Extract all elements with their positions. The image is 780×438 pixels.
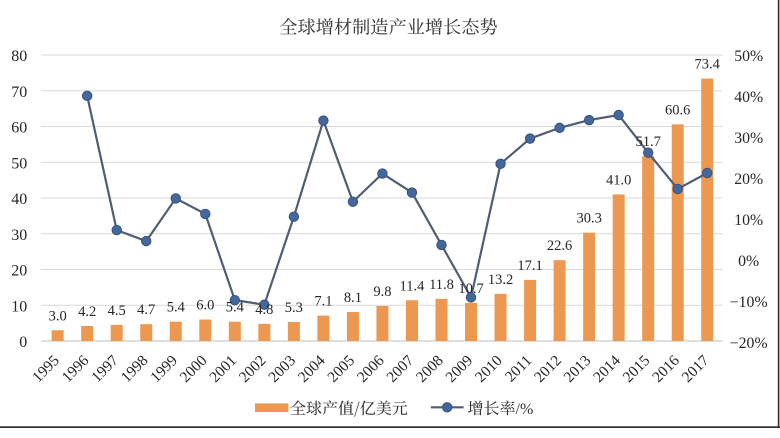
svg-text:0%: 0% [738, 253, 759, 270]
svg-text:50%: 50% [734, 48, 763, 65]
svg-text:3.0: 3.0 [49, 308, 67, 324]
svg-text:51.7: 51.7 [635, 134, 660, 150]
svg-text:10%: 10% [734, 212, 763, 229]
svg-text:9.8: 9.8 [373, 284, 391, 300]
svg-text:30: 30 [11, 227, 27, 244]
svg-text:11.8: 11.8 [429, 277, 454, 293]
svg-text:7.1: 7.1 [314, 294, 332, 310]
svg-text:10.7: 10.7 [458, 281, 483, 297]
svg-text:4.5: 4.5 [108, 303, 126, 319]
svg-text:0: 0 [19, 334, 27, 351]
svg-text:4.2: 4.2 [78, 304, 96, 320]
svg-text:20%: 20% [734, 171, 763, 188]
svg-text:4.8: 4.8 [255, 302, 273, 318]
svg-text:5.3: 5.3 [285, 300, 303, 316]
svg-text:41.0: 41.0 [606, 172, 631, 188]
svg-text:/%: /% [516, 401, 534, 418]
svg-text:−10%: −10% [730, 294, 768, 311]
svg-text:30%: 30% [734, 130, 763, 147]
svg-text:60: 60 [11, 120, 27, 137]
svg-text:13.2: 13.2 [488, 272, 513, 288]
svg-text:22.6: 22.6 [547, 238, 572, 254]
svg-text:−20%: −20% [730, 335, 768, 352]
svg-text:73.4: 73.4 [695, 57, 721, 73]
svg-text:60.6: 60.6 [665, 102, 690, 118]
svg-text:80: 80 [11, 48, 27, 65]
svg-text:11.4: 11.4 [400, 278, 426, 294]
svg-text:20: 20 [11, 263, 27, 280]
svg-text:6.0: 6.0 [196, 298, 214, 314]
svg-text:5.4: 5.4 [167, 300, 186, 316]
svg-text:50: 50 [11, 155, 27, 172]
svg-text:4.7: 4.7 [137, 302, 155, 318]
svg-text:70: 70 [11, 84, 27, 101]
svg-text:5.4: 5.4 [226, 300, 245, 316]
svg-text:40: 40 [11, 191, 27, 208]
svg-text:10: 10 [11, 298, 27, 315]
svg-text:40%: 40% [734, 89, 763, 106]
svg-text:17.1: 17.1 [517, 258, 542, 274]
svg-text:30.3: 30.3 [576, 211, 601, 227]
svg-text:8.1: 8.1 [344, 290, 362, 306]
